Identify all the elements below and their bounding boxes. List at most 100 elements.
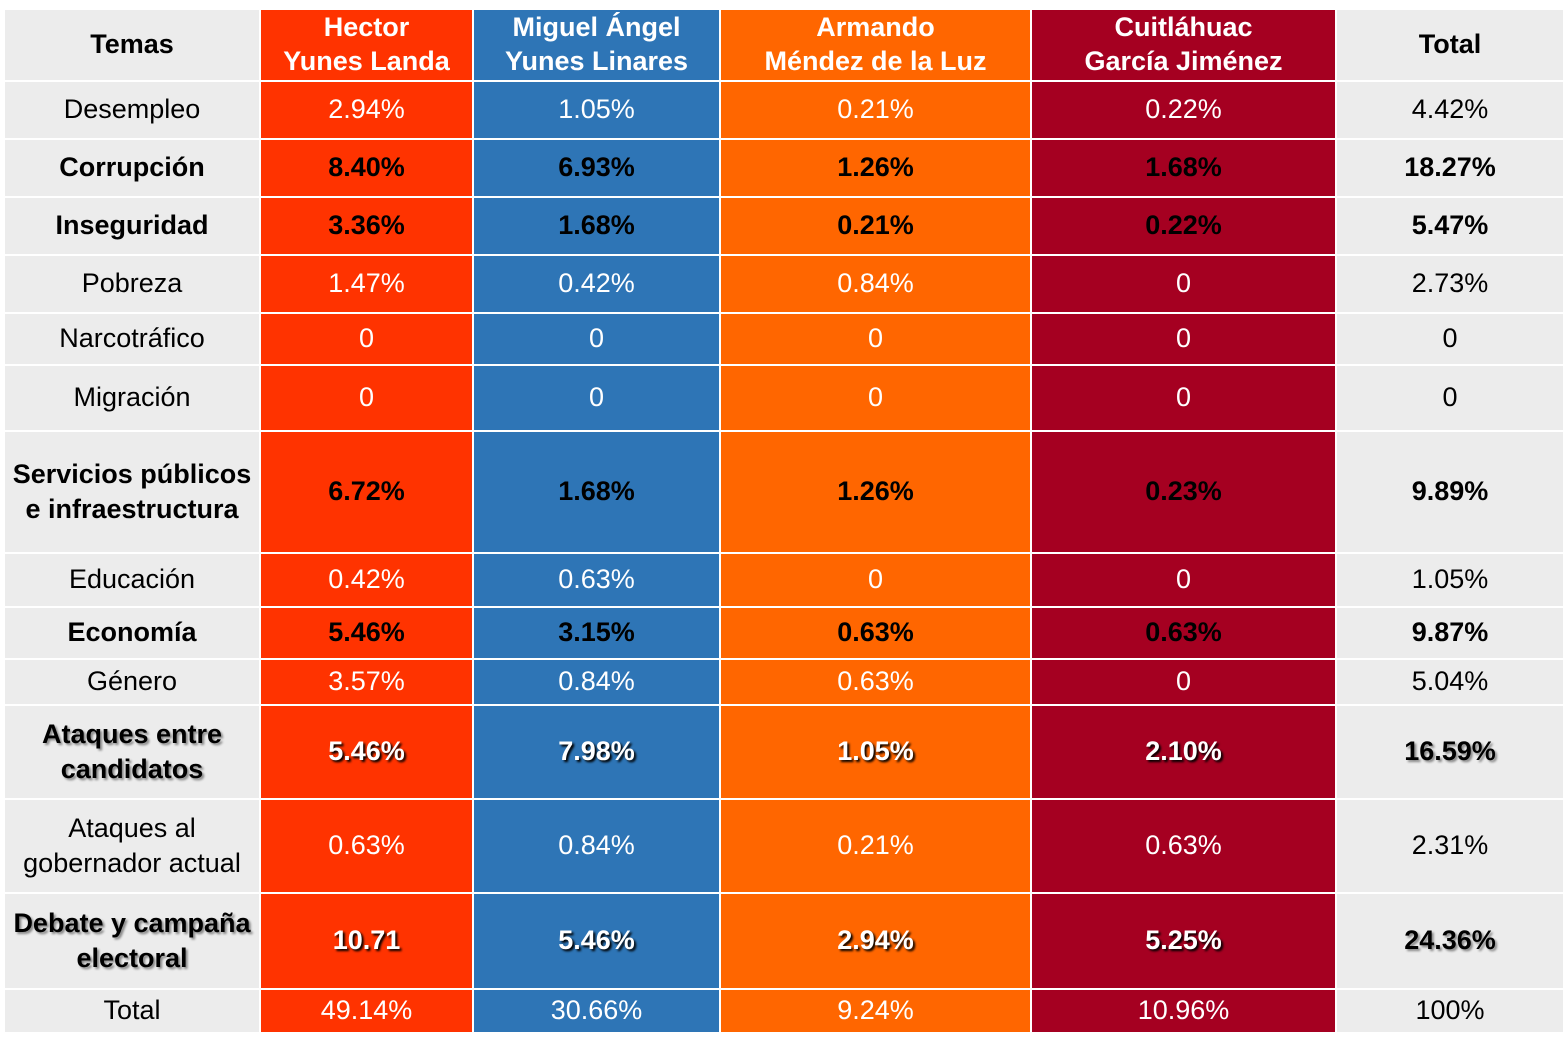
header-miguel-angel-yunes-linares: Miguel Ángel Yunes Linares [472, 8, 721, 82]
cell-hector-yunes-landa: 6.72% [259, 430, 474, 554]
cell-cuitlahuac-garcia-jimenez: 0.63% [1030, 606, 1337, 660]
cell-armando-mendez-de-la-luz: 1.26% [719, 430, 1032, 554]
cell-tema: Servicios públicos e infraestructura [3, 430, 261, 554]
cell-miguel-angel-yunes-linares: 1.68% [472, 430, 721, 554]
header-cuitlahuac-garcia-jimenez-text: Cuitláhuac García Jiménez [1084, 12, 1283, 76]
cell-hector-yunes-landa: 3.36% [259, 196, 474, 256]
cell-cuitlahuac-garcia-jimenez: 0.63% [1030, 798, 1337, 894]
cell-hector-yunes-landa: 10.71 [259, 892, 474, 990]
cell-hector-yunes-landa: 2.94% [259, 80, 474, 140]
cell-tema: Educación [3, 552, 261, 608]
cell-armando-mendez-de-la-luz: 1.05% [719, 704, 1032, 800]
table-row: Género 3.57% 0.84% 0.63% 0 5.04% [3, 658, 1565, 706]
cell-miguel-angel-yunes-linares: 7.98% [472, 704, 721, 800]
cell-total: 5.47% [1335, 196, 1565, 256]
table-row: Inseguridad 3.36% 1.68% 0.21% 0.22% 5.47% [3, 196, 1565, 256]
table-row: Total 49.14% 30.66% 9.24% 10.96% 100% [3, 988, 1565, 1034]
cell-miguel-angel-yunes-linares: 0.42% [472, 254, 721, 314]
header-total: Total [1335, 8, 1565, 82]
cell-miguel-angel-yunes-linares: 0.63% [472, 552, 721, 608]
cell-miguel-angel-yunes-linares: 0.84% [472, 658, 721, 706]
cell-miguel-angel-yunes-linares: 1.68% [472, 196, 721, 256]
table-row: Migración 0 0 0 0 0 [3, 364, 1565, 432]
cell-tema: Narcotráfico [3, 312, 261, 366]
cell-miguel-angel-yunes-linares: 5.46% [472, 892, 721, 990]
table-row: Pobreza 1.47% 0.42% 0.84% 0 2.73% [3, 254, 1565, 314]
table-row: Narcotráfico 0 0 0 0 0 [3, 312, 1565, 366]
header-row: Temas Hector Yunes Landa Miguel Ángel Yu… [3, 8, 1565, 82]
header-armando-mendez-de-la-luz-text: Armando Méndez de la Luz [764, 12, 987, 76]
table-body: Desempleo 2.94% 1.05% 0.21% 0.22% 4.42% Corrup… [3, 80, 1565, 1034]
header-hector-yunes-landa: Hector Yunes Landa [259, 8, 474, 82]
cell-cuitlahuac-garcia-jimenez: 0.22% [1030, 196, 1337, 256]
cell-total: 2.31% [1335, 798, 1565, 894]
cell-armando-mendez-de-la-luz: 0.63% [719, 658, 1032, 706]
cell-armando-mendez-de-la-luz: 2.94% [719, 892, 1032, 990]
table-row: Debate y campaña electoral 10.71 5.46% 2.94… [3, 892, 1565, 990]
cell-cuitlahuac-garcia-jimenez: 0 [1030, 552, 1337, 608]
cell-total: 18.27% [1335, 138, 1565, 198]
header-temas: Temas [3, 8, 261, 82]
cell-total: 9.89% [1335, 430, 1565, 554]
cell-total: 5.04% [1335, 658, 1565, 706]
cell-total: 16.59% [1335, 704, 1565, 800]
table-row: Educación 0.42% 0.63% 0 0 1.05% [3, 552, 1565, 608]
cell-hector-yunes-landa: 3.57% [259, 658, 474, 706]
cell-cuitlahuac-garcia-jimenez: 0 [1030, 658, 1337, 706]
cell-hector-yunes-landa: 0.42% [259, 552, 474, 608]
cell-hector-yunes-landa: 0.63% [259, 798, 474, 894]
cell-total: 4.42% [1335, 80, 1565, 140]
cell-armando-mendez-de-la-luz: 0 [719, 552, 1032, 608]
cell-armando-mendez-de-la-luz: 0.21% [719, 80, 1032, 140]
cell-tema: Economía [3, 606, 261, 660]
cell-cuitlahuac-garcia-jimenez: 0 [1030, 254, 1337, 314]
cell-armando-mendez-de-la-luz: 0 [719, 364, 1032, 432]
cell-armando-mendez-de-la-luz: 0 [719, 312, 1032, 366]
cell-cuitlahuac-garcia-jimenez: 0.22% [1030, 80, 1337, 140]
cell-miguel-angel-yunes-linares: 0 [472, 312, 721, 366]
cell-hector-yunes-landa: 5.46% [259, 704, 474, 800]
cell-miguel-angel-yunes-linares: 0.84% [472, 798, 721, 894]
cell-armando-mendez-de-la-luz: 1.26% [719, 138, 1032, 198]
cell-miguel-angel-yunes-linares: 0 [472, 364, 721, 432]
cell-tema: Ataques al gobernador actual [3, 798, 261, 894]
header-armando-mendez-de-la-luz: Armando Méndez de la Luz [719, 8, 1032, 82]
cell-tema: Género [3, 658, 261, 706]
header-cuitlahuac-garcia-jimenez: Cuitláhuac García Jiménez [1030, 8, 1337, 82]
header-hector-yunes-landa-text: Hector Yunes Landa [283, 12, 450, 76]
table-row: Economía 5.46% 3.15% 0.63% 0.63% 9.87% [3, 606, 1565, 660]
cell-tema: Ataques entre candidatos [3, 704, 261, 800]
header-miguel-angel-yunes-linares-text: Miguel Ángel Yunes Linares [504, 12, 689, 76]
cell-cuitlahuac-garcia-jimenez: 0.23% [1030, 430, 1337, 554]
cell-cuitlahuac-garcia-jimenez: 0 [1030, 312, 1337, 366]
topics-table: Temas Hector Yunes Landa Miguel Ángel Yu… [3, 8, 1565, 1034]
cell-total: 0 [1335, 364, 1565, 432]
cell-hector-yunes-landa: 8.40% [259, 138, 474, 198]
table-row: Ataques entre candidatos 5.46% 7.98% 1.05% 2… [3, 704, 1565, 800]
cell-cuitlahuac-garcia-jimenez: 10.96% [1030, 988, 1337, 1034]
cell-armando-mendez-de-la-luz: 9.24% [719, 988, 1032, 1034]
cell-armando-mendez-de-la-luz: 0.63% [719, 606, 1032, 660]
cell-total: 9.87% [1335, 606, 1565, 660]
cell-miguel-angel-yunes-linares: 3.15% [472, 606, 721, 660]
cell-total: 2.73% [1335, 254, 1565, 314]
cell-armando-mendez-de-la-luz: 0.21% [719, 798, 1032, 894]
cell-total: 24.36% [1335, 892, 1565, 990]
cell-miguel-angel-yunes-linares: 1.05% [472, 80, 721, 140]
table-row: Desempleo 2.94% 1.05% 0.21% 0.22% 4.42% [3, 80, 1565, 140]
cell-tema: Desempleo [3, 80, 261, 140]
cell-armando-mendez-de-la-luz: 0.21% [719, 196, 1032, 256]
cell-total: 100% [1335, 988, 1565, 1034]
cell-tema: Migración [3, 364, 261, 432]
cell-hector-yunes-landa: 0 [259, 364, 474, 432]
cell-hector-yunes-landa: 5.46% [259, 606, 474, 660]
cell-cuitlahuac-garcia-jimenez: 5.25% [1030, 892, 1337, 990]
cell-tema: Pobreza [3, 254, 261, 314]
cell-tema: Inseguridad [3, 196, 261, 256]
cell-miguel-angel-yunes-linares: 6.93% [472, 138, 721, 198]
cell-armando-mendez-de-la-luz: 0.84% [719, 254, 1032, 314]
cell-miguel-angel-yunes-linares: 30.66% [472, 988, 721, 1034]
cell-cuitlahuac-garcia-jimenez: 0 [1030, 364, 1337, 432]
table-row: Corrupción 8.40% 6.93% 1.26% 1.68% 18.27% [3, 138, 1565, 198]
cell-tema: Total [3, 988, 261, 1034]
